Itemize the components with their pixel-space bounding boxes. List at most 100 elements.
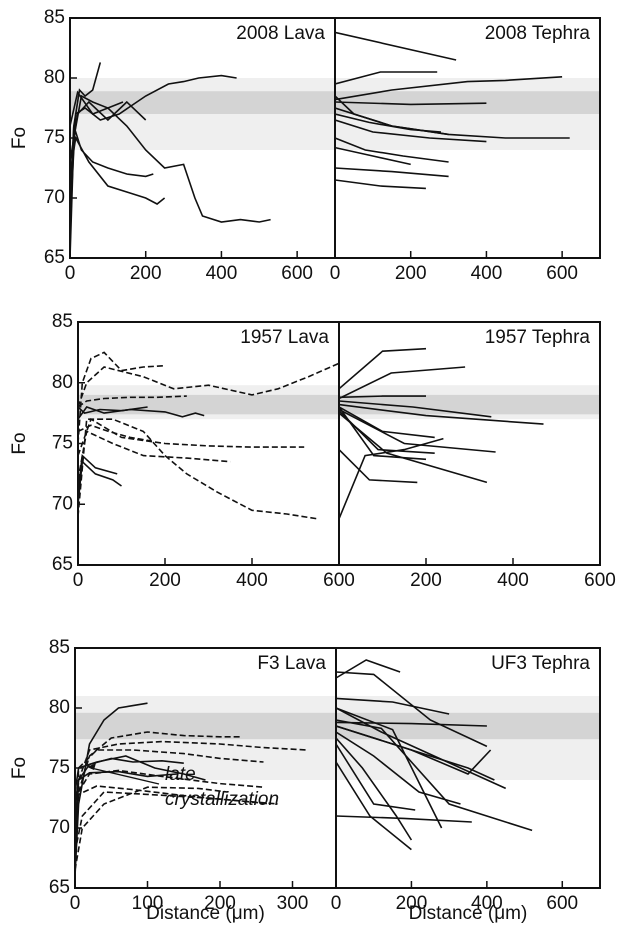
profile-line xyxy=(335,146,411,166)
x-tick-label: 0 xyxy=(73,570,84,591)
x-tick-label: 300 xyxy=(277,893,309,914)
profile-line xyxy=(336,719,533,832)
profile-line xyxy=(339,412,488,484)
x-axis-label: Distance (μm) xyxy=(409,903,528,924)
profile-line xyxy=(78,453,118,493)
profile-line xyxy=(78,418,305,456)
profile-line xyxy=(336,815,472,823)
profile-line xyxy=(339,449,418,484)
band xyxy=(339,394,600,415)
x-tick-label: 600 xyxy=(323,570,355,591)
profile-line xyxy=(335,137,449,163)
x-tick-label: 600 xyxy=(546,893,578,914)
profile-line xyxy=(75,769,264,829)
profile-line xyxy=(78,424,153,442)
panel-frame xyxy=(338,321,601,566)
x-tick-label: 200 xyxy=(410,570,442,591)
y-tick-label: 80 xyxy=(49,697,70,718)
band xyxy=(75,712,336,740)
x-tick-label: 200 xyxy=(396,893,428,914)
profile-line xyxy=(78,406,205,420)
profile-line xyxy=(339,395,426,399)
panel-title: 2008 Tephra xyxy=(485,23,591,44)
profile-line xyxy=(335,179,426,190)
band xyxy=(78,394,339,415)
y-axis-label: Fo xyxy=(9,432,30,454)
y-tick-label: 65 xyxy=(49,877,70,898)
x-tick-label: 400 xyxy=(471,893,503,914)
annotation-arrow xyxy=(90,767,160,785)
band xyxy=(335,91,600,114)
profile-line xyxy=(75,791,279,853)
x-tick-label: 0 xyxy=(65,263,76,284)
profile-line xyxy=(336,743,416,811)
profile-line xyxy=(336,725,492,775)
profile-line xyxy=(336,731,461,805)
y-tick-label: 70 xyxy=(44,187,65,208)
y-tick-label: 80 xyxy=(52,372,73,393)
y-tick-label: 65 xyxy=(52,554,73,575)
arrow-head xyxy=(87,763,96,770)
profile-line xyxy=(75,702,148,877)
profile-line xyxy=(78,406,148,414)
x-tick-label: 200 xyxy=(204,893,236,914)
profile-line xyxy=(78,460,122,505)
x-tick-label: 400 xyxy=(471,263,503,284)
x-tick-label: 400 xyxy=(206,263,238,284)
y-tick-label: 80 xyxy=(44,67,65,88)
profile-line xyxy=(336,721,487,727)
profile-line xyxy=(335,101,487,106)
profile-line xyxy=(75,731,242,865)
profile-line xyxy=(70,90,124,127)
profile-line xyxy=(336,671,488,748)
y-tick-label: 65 xyxy=(44,247,65,268)
x-tick-label: 400 xyxy=(236,570,268,591)
x-tick-label: 0 xyxy=(70,893,81,914)
panel-title: F3 Lava xyxy=(257,653,326,674)
x-tick-label: 400 xyxy=(497,570,529,591)
profile-line xyxy=(336,707,443,829)
y-tick-label: 85 xyxy=(44,7,65,28)
profile-line xyxy=(78,430,231,481)
profile-line xyxy=(70,94,271,258)
y-axis-label: Fo xyxy=(9,127,30,149)
panel-frame xyxy=(335,647,601,889)
panel-frame xyxy=(77,321,340,566)
panel-title: 2008 Lava xyxy=(236,23,325,44)
profile-line xyxy=(335,31,457,61)
profile-line xyxy=(70,135,166,205)
annotation: late xyxy=(165,764,196,785)
x-tick-label: 200 xyxy=(149,570,181,591)
x-tick-label: 600 xyxy=(546,263,578,284)
x-tick-label: 200 xyxy=(395,263,427,284)
annotation: crystallization xyxy=(165,789,279,810)
profile-line xyxy=(336,697,450,715)
x-tick-label: 0 xyxy=(330,263,341,284)
y-tick-label: 75 xyxy=(52,433,73,454)
profile-line xyxy=(335,76,563,101)
y-tick-label: 75 xyxy=(49,757,70,778)
profile-line xyxy=(78,362,339,408)
y-tick-label: 85 xyxy=(49,637,70,658)
profile-line xyxy=(78,418,318,520)
x-tick-label: 0 xyxy=(331,893,342,914)
y-tick-label: 70 xyxy=(52,493,73,514)
profile-line xyxy=(339,408,496,453)
profile-line xyxy=(339,403,544,425)
profile-line xyxy=(335,95,449,136)
profile-line xyxy=(75,740,308,853)
y-tick-label: 85 xyxy=(52,311,73,332)
y-tick-label: 75 xyxy=(44,127,65,148)
profile-line xyxy=(339,366,466,400)
panel-title: UF3 Tephra xyxy=(491,653,590,674)
profile-line xyxy=(336,761,412,851)
panel-title: 1957 Tephra xyxy=(485,327,591,348)
x-tick-label: 600 xyxy=(281,263,313,284)
y-tick-label: 70 xyxy=(49,817,70,838)
band xyxy=(70,91,335,114)
panel-frame xyxy=(334,17,601,259)
profile-line xyxy=(335,71,438,85)
x-tick-label: 100 xyxy=(132,893,164,914)
profile-line xyxy=(336,659,401,679)
profile-line xyxy=(339,347,427,390)
